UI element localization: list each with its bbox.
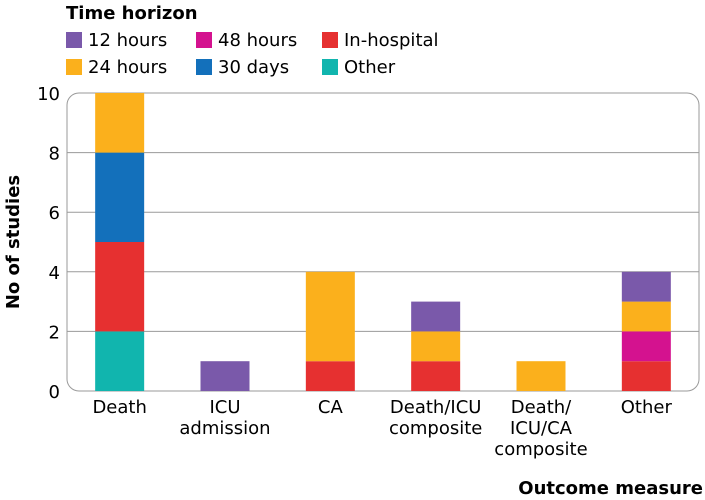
y-tick-label-2: 2 <box>49 322 60 343</box>
legend-label-30-days: 30 days <box>218 57 289 78</box>
x-tick-label: composite <box>494 439 587 460</box>
bar-segment-death-in-hospital <box>95 242 145 332</box>
legend-title: Time horizon <box>66 3 198 24</box>
legend-swatch-30-days <box>196 59 212 75</box>
legend-swatch-other <box>322 59 338 75</box>
bar-segment-other-12-hours <box>621 271 671 302</box>
y-tick-label-8: 8 <box>49 144 60 165</box>
bar-segment-death-icu-composite-in-hospital <box>411 361 461 391</box>
bar-segment-death-icu-composite-24-hours <box>411 331 461 362</box>
x-tick-label: ICU/CA <box>510 418 573 439</box>
bar-segment-death-other <box>95 331 145 391</box>
y-axis-title: No of studies <box>3 175 24 309</box>
y-axis-ticks: 0 2 4 6 8 10 <box>37 84 60 403</box>
y-tick-label-10: 10 <box>37 84 60 105</box>
bar-segment-other-in-hospital <box>621 361 671 391</box>
bar-segment-death-icu-composite-12-hours <box>411 301 461 332</box>
bar-segment-death-24-hours <box>95 93 145 153</box>
bar-segment-ca-24-hours <box>305 271 355 362</box>
bars <box>95 93 671 391</box>
legend-label-other: Other <box>344 57 396 78</box>
x-tick-label: Death/ICU <box>390 397 482 418</box>
x-tick-label: admission <box>179 418 270 439</box>
x-tick-label: Other <box>621 397 673 418</box>
gridlines <box>67 152 699 332</box>
x-tick-label: Death/ <box>511 397 572 418</box>
y-tick-label-4: 4 <box>49 263 60 284</box>
bar-segment-icu-admission-12-hours <box>200 361 250 391</box>
x-axis-title: Outcome measure <box>518 478 703 499</box>
x-tick-label: composite <box>389 418 482 439</box>
bar-segment-other-48-hours <box>621 331 671 362</box>
legend-label-12-hours: 12 hours <box>88 30 167 51</box>
bar-segment-death-icu-ca-composite-24-hours <box>516 361 566 391</box>
y-tick-label-0: 0 <box>49 382 60 403</box>
bar-segment-other-24-hours <box>621 301 671 332</box>
legend-swatch-12-hours <box>66 32 82 48</box>
plot-area-frame <box>66 92 700 392</box>
legend-label-48-hours: 48 hours <box>218 30 297 51</box>
y-tick-label-6: 6 <box>49 203 60 224</box>
bar-segment-death-30-days <box>95 152 145 242</box>
x-tick-label: Death <box>92 397 146 418</box>
bar-segment-ca-in-hospital <box>305 361 355 391</box>
legend-label-in-hospital: In-hospital <box>344 30 439 51</box>
legend-swatch-24-hours <box>66 59 82 75</box>
x-tick-label: ICU <box>209 397 240 418</box>
legend-label-24-hours: 24 hours <box>88 57 167 78</box>
x-tick-label: CA <box>318 397 344 418</box>
legend-swatch-in-hospital <box>322 32 338 48</box>
legend-swatch-48-hours <box>196 32 212 48</box>
legend: 12 hours 48 hours In-hospital 24 hours 30 da… <box>66 30 439 78</box>
